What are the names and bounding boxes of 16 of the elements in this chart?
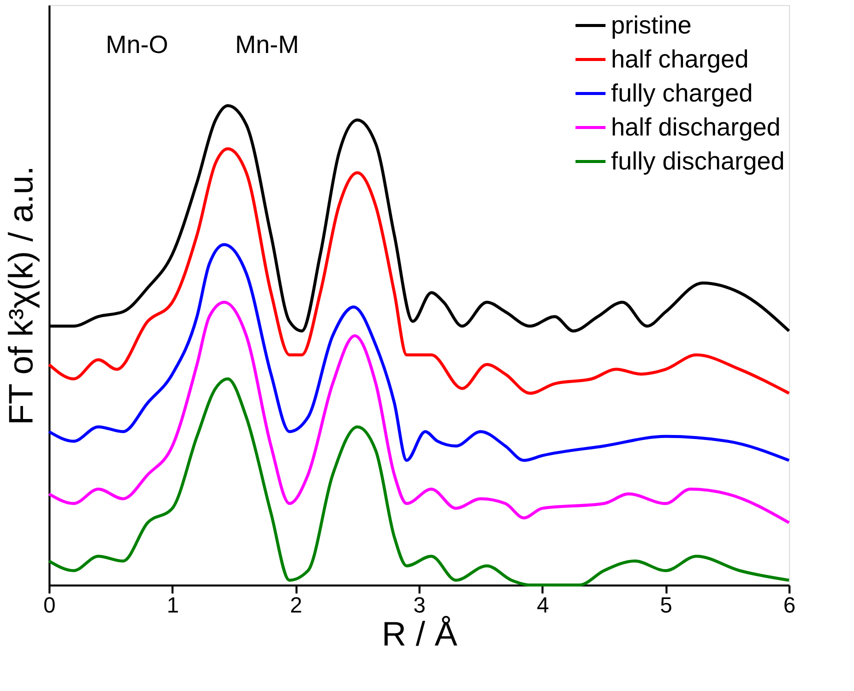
text: Mn-O <box>106 31 168 59</box>
x-tick-label: 0 <box>43 592 56 618</box>
x-tick-label: 3 <box>413 592 426 618</box>
legend-label: half discharged <box>611 114 781 142</box>
x-tick-label: 4 <box>536 592 549 618</box>
legend-label: half charged <box>611 46 749 74</box>
legend-label: fully charged <box>611 80 753 108</box>
text: Mn-M <box>235 31 299 59</box>
legend-label: fully discharged <box>611 148 785 176</box>
x-tick-label: 5 <box>660 592 672 618</box>
x-axis-title: R / Å <box>382 616 458 654</box>
x-tick-label: 2 <box>290 592 302 618</box>
y-axis-title: FT of k³χ(k) / a.u. <box>2 166 40 426</box>
x-tick-label: 1 <box>166 592 179 618</box>
x-tick-label: 6 <box>783 592 796 618</box>
legend-label: pristine <box>611 12 692 40</box>
